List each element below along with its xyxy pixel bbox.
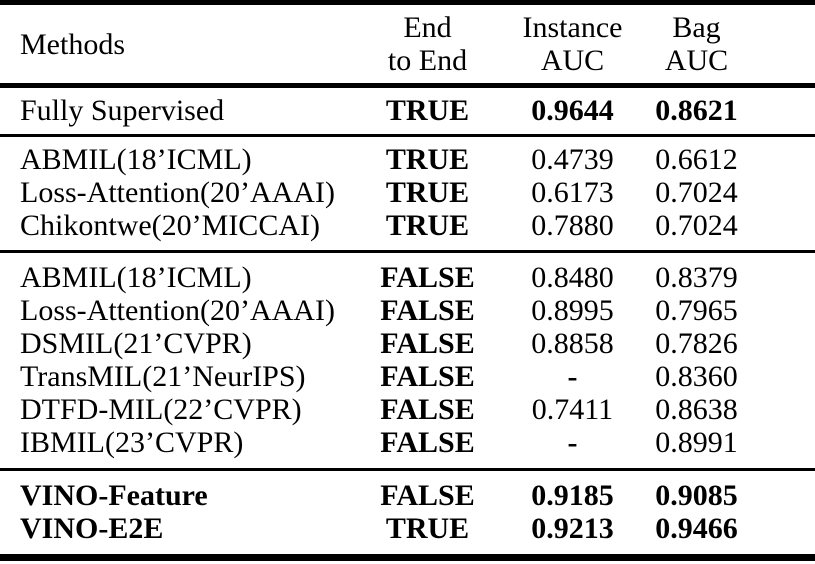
bag-auc-cell: 0.7024 — [655, 176, 738, 209]
method-cell: DSMIL(21’CVPR) — [20, 327, 252, 360]
instance-auc-cell: 0.6173 — [531, 176, 614, 209]
bag-auc-cell: 0.8360 — [655, 360, 738, 393]
table-row: Chikontwe(20’MICCAI) TRUE 0.7880 0.7024 — [0, 209, 815, 253]
end-to-end-cell: FALSE — [380, 360, 475, 393]
method-cell: IBMIL(23’CVPR) — [0, 426, 360, 471]
instance-auc-cell: 0.9644 — [495, 85, 650, 137]
table-row: ABMIL(18’ICML) FALSE 0.8480 0.8379 — [0, 252, 815, 295]
method-cell: Loss-Attention(20’AAAI) — [20, 176, 335, 209]
header-end-to-end: End to End — [360, 2, 495, 88]
method-cell: VINO-E2E — [20, 512, 164, 545]
table-row: Fully Supervised TRUE 0.9644 0.8621 — [0, 85, 815, 137]
method-cell: ABMIL(18’ICML) — [20, 261, 252, 294]
end-to-end-cell: FALSE — [380, 327, 475, 360]
instance-auc-cell: - — [567, 360, 578, 393]
table-row: TransMIL(21’NeurIPS) FALSE - 0.8360 — [0, 360, 815, 393]
bag-auc-cell: 0.6612 — [655, 143, 738, 176]
header-line: Instance — [522, 11, 623, 44]
bag-auc-cell: 0.8638 — [655, 393, 738, 426]
end-to-end-cell: FALSE — [360, 426, 495, 471]
table-row: VINO-E2E TRUE 0.9213 0.9466 — [0, 512, 815, 558]
header-row: Methods End to End Instance AUC Bag AUC — [0, 2, 815, 88]
header-bag-auc: Bag AUC — [650, 2, 815, 88]
instance-auc-cell: 0.4739 — [531, 143, 614, 176]
header-methods: Methods — [0, 2, 360, 88]
header-line: Bag — [672, 11, 721, 44]
table-row: ABMIL(18’ICML) TRUE 0.4739 0.6612 — [0, 136, 815, 177]
header-line: AUC — [664, 44, 729, 77]
header-line: End — [403, 11, 452, 44]
end-to-end-cell: FALSE — [380, 261, 475, 294]
table-row: VINO-Feature FALSE 0.9185 0.9085 — [0, 470, 815, 513]
table-row: DSMIL(21’CVPR) FALSE 0.8858 0.7826 — [0, 327, 815, 360]
bag-auc-cell: 0.7826 — [655, 327, 738, 360]
method-cell: ABMIL(18’ICML) — [20, 143, 252, 176]
method-cell: VINO-Feature — [20, 479, 208, 512]
bag-auc-cell: 0.9085 — [655, 479, 738, 512]
table-row: Loss-Attention(20’AAAI) FALSE 0.8995 0.7… — [0, 294, 815, 327]
section-fully-supervised: Fully Supervised TRUE 0.9644 0.8621 — [0, 85, 815, 137]
end-to-end-cell: TRUE — [385, 143, 470, 176]
section-end-to-end-true: ABMIL(18’ICML) TRUE 0.4739 0.6612 Loss-A… — [0, 136, 815, 253]
header-line: to End — [387, 44, 468, 77]
instance-auc-cell: - — [495, 426, 650, 471]
instance-auc-cell: 0.9213 — [531, 512, 614, 545]
end-to-end-cell: FALSE — [380, 479, 475, 512]
instance-auc-cell: 0.9185 — [531, 479, 614, 512]
table-row: Loss-Attention(20’AAAI) TRUE 0.6173 0.70… — [0, 176, 815, 209]
bag-auc-cell: 0.9466 — [655, 512, 738, 545]
bag-auc-cell: 0.8621 — [650, 85, 815, 137]
bag-auc-cell: 0.7024 — [650, 209, 815, 253]
section-end-to-end-false: ABMIL(18’ICML) FALSE 0.8480 0.8379 Loss-… — [0, 252, 815, 471]
header-line: AUC — [540, 44, 605, 77]
method-cell: DTFD-MIL(22’CVPR) — [20, 393, 302, 426]
table-row: IBMIL(23’CVPR) FALSE - 0.8991 — [0, 426, 815, 471]
instance-auc-cell: 0.8995 — [531, 294, 614, 327]
end-to-end-cell: TRUE — [360, 85, 495, 137]
instance-auc-cell: 0.7411 — [531, 393, 614, 426]
method-cell: TransMIL(21’NeurIPS) — [20, 360, 306, 393]
end-to-end-cell: TRUE — [385, 512, 470, 545]
header-instance-auc: Instance AUC — [495, 2, 650, 88]
table-header: Methods End to End Instance AUC Bag AUC — [0, 2, 815, 88]
end-to-end-cell: TRUE — [360, 209, 495, 253]
end-to-end-cell: FALSE — [380, 294, 475, 327]
bag-auc-cell: 0.7965 — [655, 294, 738, 327]
end-to-end-cell: TRUE — [385, 176, 470, 209]
instance-auc-cell: 0.8480 — [531, 261, 614, 294]
instance-auc-cell: 0.7880 — [495, 209, 650, 253]
bag-auc-cell: 0.8991 — [650, 426, 815, 471]
method-cell: Chikontwe(20’MICCAI) — [0, 209, 360, 253]
bag-auc-cell: 0.8379 — [655, 261, 738, 294]
section-vino: VINO-Feature FALSE 0.9185 0.9085 VINO-E2… — [0, 470, 815, 558]
table-row: DTFD-MIL(22’CVPR) FALSE 0.7411 0.8638 — [0, 393, 815, 426]
end-to-end-cell: FALSE — [380, 393, 475, 426]
instance-auc-cell: 0.8858 — [531, 327, 614, 360]
method-cell: Loss-Attention(20’AAAI) — [20, 294, 335, 327]
method-cell: Fully Supervised — [0, 85, 360, 137]
